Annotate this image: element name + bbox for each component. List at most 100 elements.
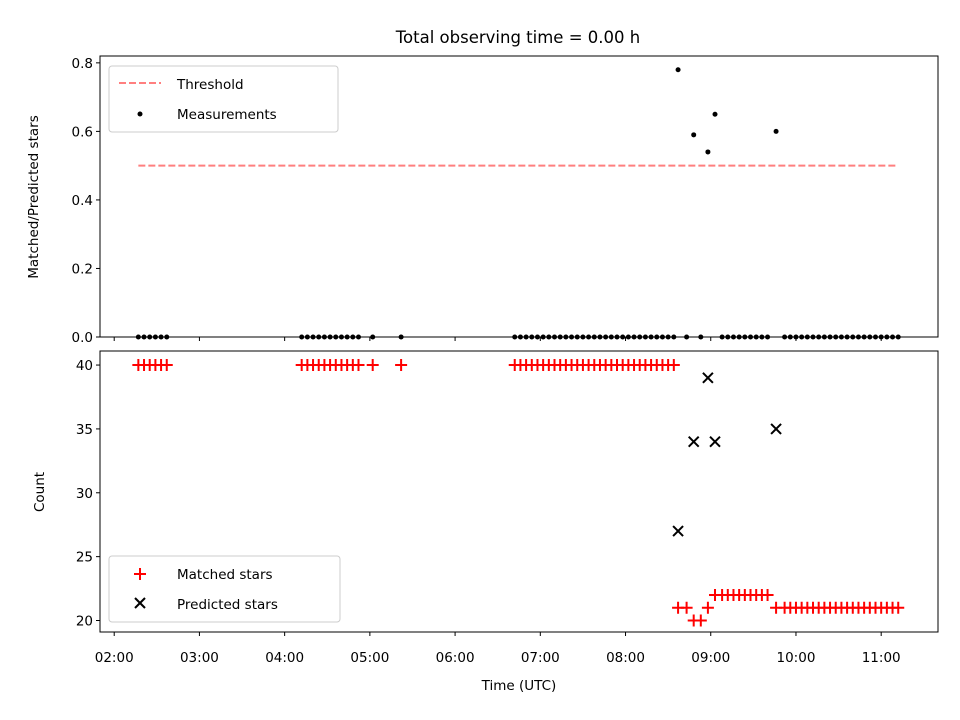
x-tick-label: 07:00: [521, 650, 560, 666]
measurement-point: [398, 334, 404, 340]
matched-star-point: [680, 601, 693, 614]
measurement-point: [659, 334, 665, 340]
predicted-stars-points: [672, 372, 782, 537]
measurement-point: [344, 334, 350, 340]
x-axis-label: Time (UTC): [481, 678, 557, 694]
measurement-point: [810, 334, 816, 340]
measurement-point: [799, 334, 805, 340]
measurement-point: [867, 334, 873, 340]
top-y-tick-label: 0.4: [72, 193, 93, 209]
measurement-point: [625, 334, 631, 340]
matched-legend-swatch: [134, 568, 146, 580]
measurement-point: [631, 334, 637, 340]
top-y-tick-label: 0.0: [72, 330, 93, 346]
measurement-point: [534, 334, 540, 340]
measurement-point: [782, 334, 788, 340]
chart-title: Total observing time = 0.00 h: [395, 28, 640, 47]
bottom-legend-box: [108, 555, 341, 623]
measurement-point: [591, 334, 597, 340]
bottom-y-axis-label: Count: [32, 472, 48, 512]
top-y-ticks: 0.0 0.2 0.4 0.6 0.8: [72, 56, 100, 346]
top-legend: Threshold Measurements: [108, 65, 339, 133]
measurement-point: [299, 334, 305, 340]
matched-star-point: [160, 359, 173, 372]
top-y-axis-label: Matched/Predicted stars: [26, 115, 42, 278]
measurement-point: [665, 334, 671, 340]
measurement-point: [821, 334, 827, 340]
measurement-point: [135, 334, 141, 340]
measurement-point: [523, 334, 529, 340]
measurement-point: [719, 334, 725, 340]
measurement-point: [152, 334, 158, 340]
matched-star-point: [395, 359, 408, 372]
x-tick-label: 09:00: [691, 650, 730, 666]
measurement-point: [675, 67, 681, 73]
predicted-star-point: [687, 435, 700, 448]
measurement-point: [671, 334, 677, 340]
bottom-y-tick-label: 30: [76, 486, 93, 502]
measurement-point: [338, 334, 344, 340]
top-y-tick-label: 0.8: [72, 56, 93, 72]
measurement-point: [855, 334, 861, 340]
measurement-point: [838, 334, 844, 340]
matched-stars-points: [132, 359, 905, 627]
bottom-panel: 20 25 30 35 40 02:00 03:00 04:00 05:00 06:00 07:0…: [32, 350, 939, 694]
predicted-star-point: [770, 423, 782, 435]
measurement-point: [603, 334, 609, 340]
bottom-y-tick-label: 35: [76, 422, 93, 438]
matched-star-point: [352, 359, 365, 372]
measurement-point: [614, 334, 620, 340]
measurement-point: [730, 334, 736, 340]
measurement-point: [310, 334, 316, 340]
measurement-point: [316, 334, 322, 340]
measurement-point: [725, 334, 731, 340]
measurement-point: [597, 334, 603, 340]
measurement-point: [773, 128, 779, 134]
x-tick-label: 06:00: [436, 650, 475, 666]
measurement-point: [540, 334, 546, 340]
measurement-point: [873, 334, 879, 340]
measurement-point: [517, 334, 523, 340]
bottom-panel-frame: [99, 350, 939, 633]
predicted-legend-label: Predicted stars: [177, 597, 278, 613]
measurement-point: [350, 334, 356, 340]
measurement-points: [135, 67, 901, 340]
measurement-point: [861, 334, 867, 340]
predicted-legend-swatch: [134, 597, 146, 609]
measurement-point: [793, 334, 799, 340]
measurement-point: [850, 334, 856, 340]
x-tick-label: 03:00: [180, 650, 219, 666]
measurement-point: [356, 334, 362, 340]
measurement-point: [895, 334, 901, 340]
measurement-point: [608, 334, 614, 340]
threshold-legend-label: Threshold: [176, 77, 244, 93]
measurement-point: [698, 334, 704, 340]
measurement-point: [884, 334, 890, 340]
top-y-tick-label: 0.6: [72, 124, 93, 140]
matched-star-point: [366, 359, 379, 372]
matched-star-point: [761, 588, 774, 601]
measurement-point: [563, 334, 569, 340]
x-tick-label: 11:00: [862, 650, 901, 666]
measurement-point: [878, 334, 884, 340]
measurement-point: [327, 334, 333, 340]
measurement-point: [736, 334, 742, 340]
measurement-point: [529, 334, 535, 340]
measurement-point: [569, 334, 575, 340]
measurement-point: [164, 334, 170, 340]
x-tick-label: 05:00: [350, 650, 389, 666]
measurement-point: [748, 334, 754, 340]
matched-star-point: [667, 359, 680, 372]
matched-star-point: [892, 601, 905, 614]
measurement-point: [844, 334, 850, 340]
bottom-x-ticks: 02:00 03:00 04:00 05:00 06:00 07:00 08:00 09:00…: [95, 632, 901, 666]
measurement-point: [546, 334, 552, 340]
top-panel: 0.00.20.40.60.8 Matched/Predicted stars …: [26, 55, 939, 346]
measurement-point: [759, 334, 765, 340]
measurement-point: [580, 334, 586, 340]
measurement-point: [742, 334, 748, 340]
x-tick-label: 02:00: [95, 650, 134, 666]
measurement-point: [552, 334, 558, 340]
measurement-point: [620, 334, 626, 340]
measurement-point: [712, 111, 718, 117]
